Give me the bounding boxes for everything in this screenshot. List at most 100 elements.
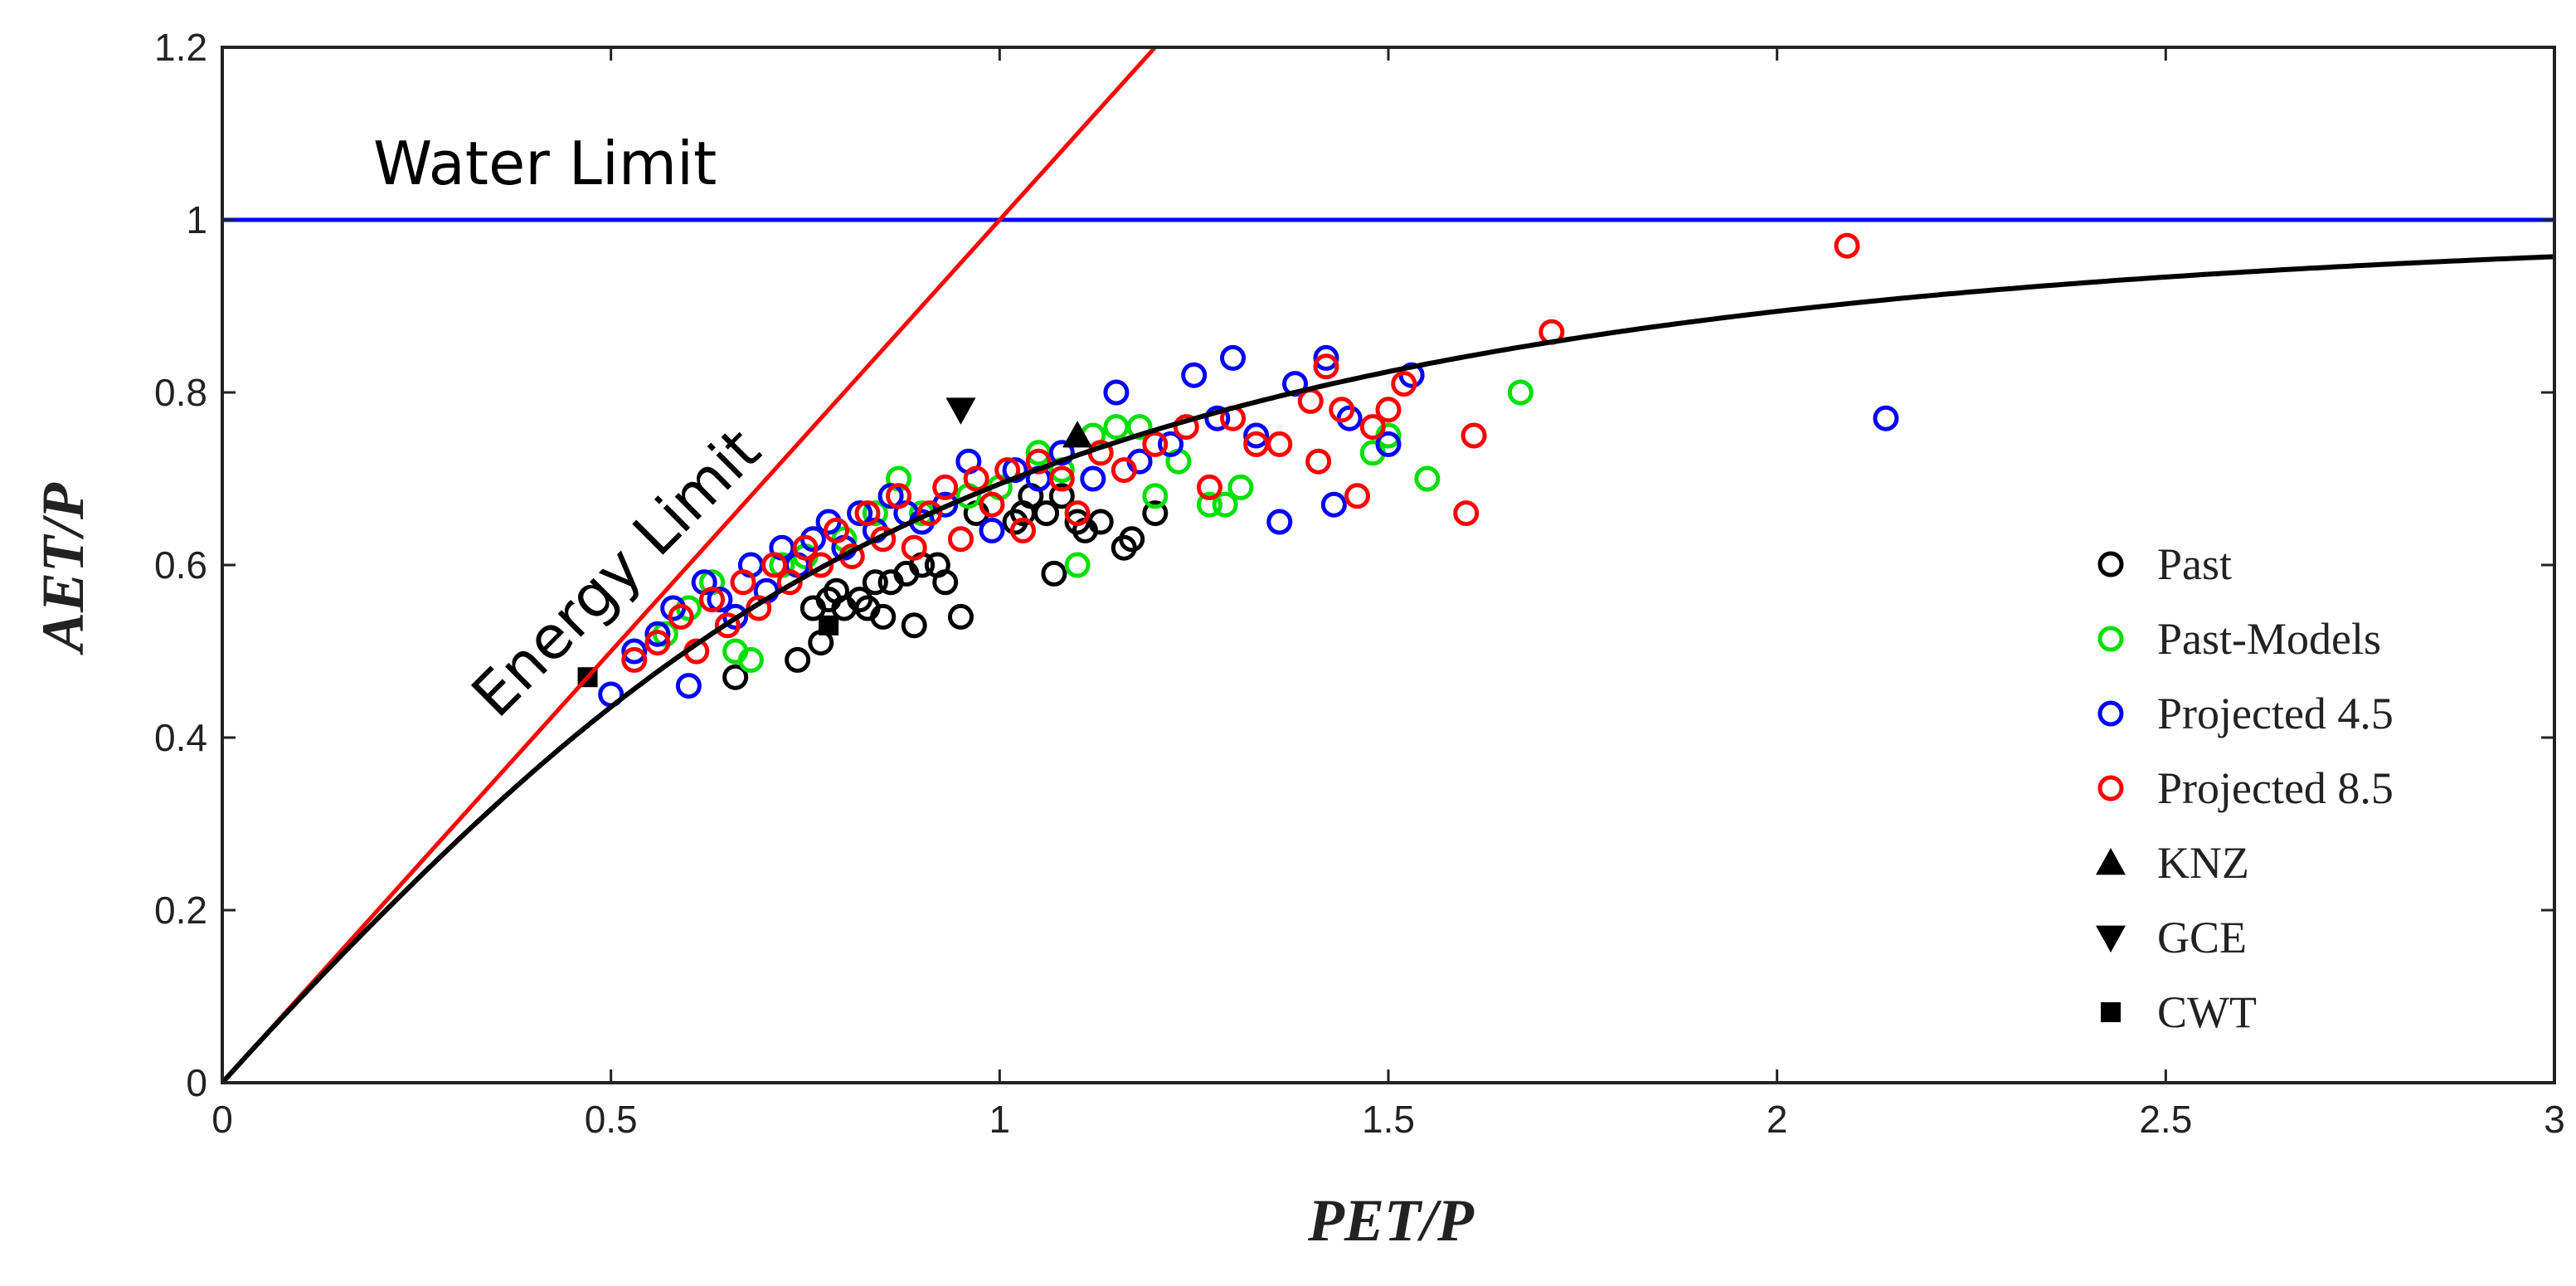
- budyko-curve: [222, 254, 2554, 1083]
- y-tick-label: 0.8: [154, 371, 207, 414]
- legend-marker-past: [2097, 551, 2124, 577]
- data-point-past-models: [1126, 414, 1153, 441]
- x-tick-label: 3: [2544, 1098, 2565, 1141]
- data-point-projected-4-5: [1873, 405, 1899, 431]
- data-point-projected-4-5: [1048, 440, 1075, 466]
- data-point-past-models: [1414, 465, 1441, 492]
- x-axis-label: PET/P: [1307, 1187, 1475, 1254]
- data-point-projected-8-5: [808, 552, 834, 578]
- legend-marker-projected-8-5: [2097, 775, 2124, 801]
- data-point-projected-4-5: [1220, 344, 1247, 371]
- legend-marker-past-models: [2097, 626, 2124, 652]
- data-point-projected-4-5: [1103, 379, 1130, 406]
- legend-marker-projected-4-5: [2097, 700, 2124, 727]
- y-tick-label: 0.2: [154, 889, 207, 932]
- x-tick-label: 2: [1767, 1098, 1788, 1141]
- data-point-gce: [945, 397, 976, 425]
- data-point-projected-4-5: [1204, 405, 1231, 431]
- data-point-projected-8-5: [1266, 431, 1293, 457]
- legend-item-projected-4-5: Projected 4.5: [2097, 689, 2394, 738]
- data-point-projected-8-5: [1313, 353, 1339, 380]
- data-point-projected-4-5: [1313, 344, 1339, 371]
- legend-item-projected-8-5: Projected 8.5: [2097, 763, 2394, 813]
- data-point-projected-8-5: [963, 465, 989, 492]
- data-point-projected-8-5: [885, 483, 911, 509]
- data-point-projected-8-5: [1305, 448, 1332, 475]
- x-tick-label: 1: [989, 1098, 1011, 1141]
- legend-item-knz: KNZ: [2096, 838, 2249, 888]
- legend-item-past: Past: [2097, 539, 2232, 589]
- data-point-projected-4-5: [979, 517, 1005, 543]
- data-point-projected-8-5: [644, 630, 671, 656]
- data-point-past-models: [1507, 379, 1533, 406]
- legend-marker-knz: [2096, 848, 2126, 875]
- data-point-projected-8-5: [1453, 500, 1480, 527]
- legend-item-cwt: CWT: [2101, 987, 2257, 1037]
- axes: 0 0.5 1 1.5 2 2.5 3 0 0.2 0.4 0.6 0.8 1 1.2: [154, 26, 2565, 1141]
- data-point-past: [1119, 526, 1145, 553]
- data-point-projected-8-5: [792, 534, 819, 561]
- data-point-projected-4-5: [675, 673, 702, 699]
- data-point-projected-8-5: [947, 526, 974, 553]
- data-point-projected-4-5: [1181, 362, 1208, 388]
- data-point-past: [785, 646, 811, 673]
- x-tick-label: 2.5: [2139, 1098, 2192, 1141]
- data-point-projected-4-5: [1002, 457, 1028, 484]
- data-point-past: [862, 569, 888, 596]
- data-point-projected-8-5: [1391, 371, 1417, 397]
- legend-item-past-models: Past-Models: [2097, 614, 2381, 664]
- y-tick-label: 0.6: [154, 543, 207, 587]
- data-point-past-models: [862, 500, 888, 527]
- data-point-projected-8-5: [823, 517, 849, 543]
- data-point-projected-8-5: [932, 474, 959, 500]
- data-point-projected-8-5: [901, 534, 927, 561]
- series-knz: [1062, 421, 1093, 448]
- y-tick-label: 1.2: [154, 26, 207, 69]
- y-tick-label: 0: [186, 1061, 207, 1104]
- data-point-projected-4-5: [1080, 465, 1106, 492]
- legend-label-cwt: CWT: [2157, 987, 2257, 1037]
- series-gce: [945, 397, 976, 425]
- data-point-knz: [1062, 421, 1093, 448]
- legend-label-projected-4-5: Projected 4.5: [2157, 689, 2394, 738]
- data-point-past-models: [1212, 491, 1238, 518]
- data-point-past-models: [737, 646, 764, 673]
- legend-label-past-models: Past-Models: [2157, 614, 2381, 664]
- data-point-projected-8-5: [730, 569, 756, 596]
- data-point-projected-8-5: [1359, 414, 1386, 441]
- legend: Past Past-Models Projected 4.5 Projected 8.…: [2096, 539, 2394, 1037]
- data-point-projected-8-5: [1375, 397, 1402, 423]
- data-point-past: [1087, 509, 1114, 535]
- data-point-projected-8-5: [1025, 448, 1052, 475]
- data-point-projected-8-5: [1344, 483, 1371, 509]
- data-point-projected-4-5: [707, 587, 733, 613]
- y-axis-label: AET/P: [30, 482, 96, 655]
- data-point-past: [722, 664, 749, 690]
- data-point-projected-8-5: [916, 500, 943, 527]
- data-point-projected-8-5: [1329, 397, 1355, 423]
- energy-limit-line: [222, 47, 1157, 1083]
- data-point-projected-4-5: [1266, 509, 1293, 535]
- data-point-projected-4-5: [621, 638, 648, 665]
- legend-label-knz: KNZ: [2157, 838, 2249, 888]
- data-point-projected-4-5: [1320, 491, 1347, 518]
- data-point-past-models: [1142, 483, 1169, 509]
- legend-label-projected-8-5: Projected 8.5: [2157, 763, 2394, 813]
- data-point-projected-8-5: [1048, 465, 1075, 492]
- data-point-cwt: [819, 615, 839, 636]
- plot-area: [222, 47, 2554, 1083]
- data-point-past: [1142, 500, 1169, 527]
- data-point-projected-4-5: [1158, 431, 1184, 457]
- data-point-projected-8-5: [1064, 500, 1091, 527]
- data-point-projected-4-5: [1243, 422, 1270, 449]
- data-point-past: [870, 603, 897, 630]
- x-tick-label: 1.5: [1362, 1098, 1415, 1141]
- legend-label-past: Past: [2157, 539, 2232, 589]
- data-point-past: [932, 569, 959, 596]
- data-point-projected-8-5: [1461, 422, 1487, 449]
- data-point-projected-8-5: [854, 500, 881, 527]
- data-point-projected-4-5: [644, 621, 671, 647]
- legend-marker-gce: [2096, 925, 2126, 952]
- data-point-projected-8-5: [776, 569, 803, 596]
